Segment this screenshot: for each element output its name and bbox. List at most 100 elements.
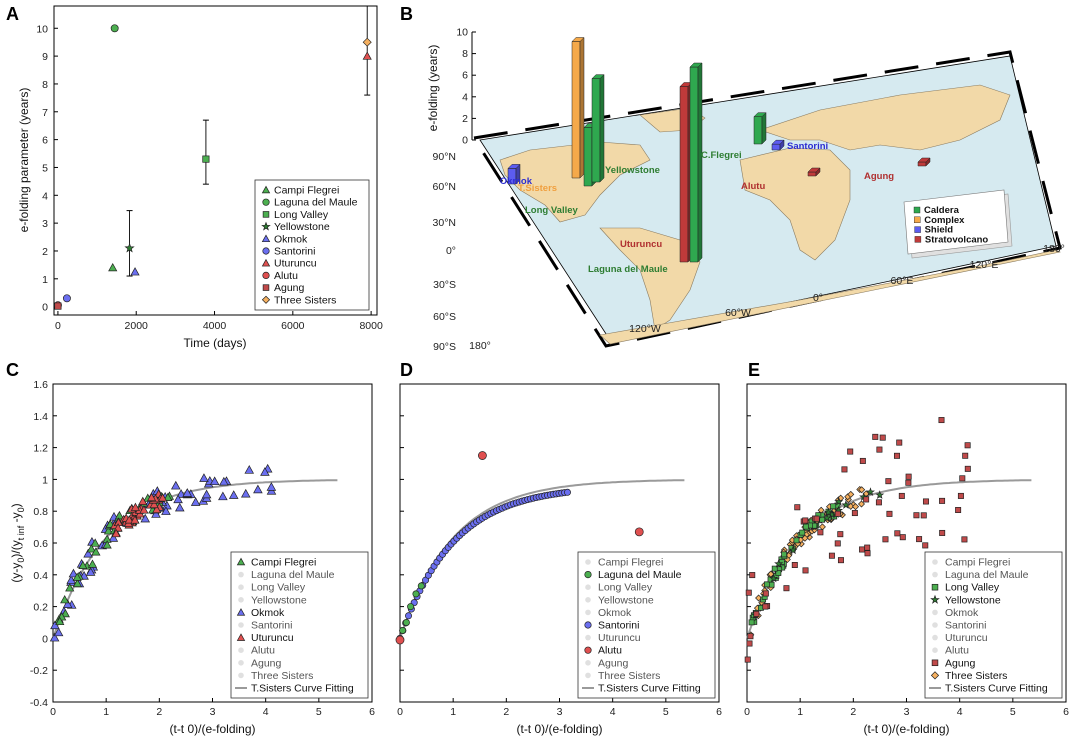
legend-marker [261, 221, 271, 231]
data-point-agung [872, 433, 879, 440]
data-point-okmok [49, 632, 60, 642]
longitude-label: 60°W [725, 307, 751, 319]
data-point-campi-flegrei [78, 560, 88, 569]
legend-marker [238, 660, 244, 666]
bar-uturuncu [679, 81, 693, 263]
legend-label: Campi Flegrei [274, 185, 339, 197]
bar-front [583, 127, 593, 187]
y-tick-label: 6 [42, 135, 48, 147]
legend-marker [930, 671, 940, 680]
data-point-agung [939, 529, 946, 536]
legend-label: Alutu [274, 270, 298, 282]
longitude-label: 180° [1043, 243, 1065, 255]
latitude-label: 90°S [433, 341, 456, 353]
legend-marker [932, 622, 938, 628]
x-tick-label: 2 [850, 706, 856, 718]
x-axis-label: (t-t 0)/(e-folding) [169, 722, 255, 736]
data-point-long-valley [771, 565, 778, 572]
bar-axis-label: e-folding (years) [426, 45, 440, 132]
legend-marker [932, 609, 938, 616]
data-point-okmok [53, 627, 64, 637]
map-label-alutu: Alutu [741, 181, 765, 192]
x-tick-label: 4 [263, 706, 269, 718]
legend-label: Agung [274, 282, 305, 294]
data-point-campi-flegrei [87, 559, 98, 568]
data-point-okmok [161, 506, 171, 515]
y-tick-label: 5 [42, 162, 48, 174]
data-point-campi-flegrei [90, 538, 100, 547]
bar-santorini [771, 139, 785, 151]
legend-marker [236, 608, 246, 616]
legend-marker [584, 646, 592, 654]
legend-label: Alutu [251, 645, 275, 657]
data-point-agung [905, 479, 912, 486]
data-point-agung [744, 656, 751, 663]
legend-marker [261, 258, 271, 267]
data-point-long-valley [802, 523, 809, 530]
data-point-alutu [634, 527, 644, 537]
panel-a-frame [53, 5, 378, 316]
data-point-three-sisters [858, 486, 866, 494]
panel-letter-e: E [748, 360, 760, 380]
data-point-agung [876, 446, 883, 453]
data-point-three-sisters [847, 490, 855, 498]
legend-label: Yellowstone [251, 594, 307, 606]
legend-marker [261, 295, 271, 304]
y-tick-label: 0.2 [33, 602, 48, 614]
x-axis-label: (t-t 0)/(e-folding) [863, 722, 949, 736]
data-point-campi-flegrei [60, 608, 70, 618]
bar-top [807, 167, 821, 173]
bar-okmok [507, 163, 521, 185]
legend-label: Agung [945, 657, 976, 669]
legend-label: Campi Flegrei [945, 557, 1010, 569]
data-point-uturuncu [124, 515, 134, 524]
legend-marker [585, 597, 591, 603]
bar-axis-tick-label: 10 [456, 27, 468, 39]
panel-letter-a: A [6, 4, 19, 24]
data-point-agung [875, 499, 882, 506]
legend-marker [585, 609, 591, 616]
legend-label: Caldera [924, 205, 960, 216]
x-tick-label: 6000 [281, 320, 305, 332]
data-point-agung [745, 589, 752, 596]
data-point-okmok [209, 476, 220, 486]
x-tick-label: 2 [156, 706, 162, 718]
legend-marker [236, 633, 246, 641]
data-point-agung [783, 585, 790, 592]
data-point-okmok [130, 267, 140, 276]
longitude-label: 180° [469, 340, 491, 352]
legend-label: Alutu [598, 645, 622, 657]
y-tick-label: 0 [42, 302, 48, 314]
bar-top [507, 164, 521, 169]
legend-label: Yellowstone [598, 594, 654, 606]
x-tick-label: 1 [797, 706, 803, 718]
legend-marker [584, 571, 592, 579]
data-point-agung [802, 517, 809, 524]
map-label-santorini: Santorini [787, 141, 828, 152]
y-tick-label: 1 [42, 474, 48, 486]
data-point-okmok [253, 484, 263, 494]
data-point-yellowstone [834, 496, 844, 506]
bar-side [579, 36, 585, 179]
legend-label: Santorini [945, 620, 986, 632]
legend-marker [584, 621, 592, 629]
map-label-uturuncu: Uturuncu [620, 239, 662, 250]
data-point-campi-flegrei [163, 492, 173, 501]
data-point-agung [837, 557, 844, 564]
data-point-agung [859, 546, 866, 553]
data-point-okmok [219, 476, 229, 486]
data-point-okmok [151, 509, 161, 518]
legend-label: Santorini [251, 620, 292, 632]
latitude-label: 60°S [433, 311, 456, 323]
legend-marker [932, 634, 938, 641]
y-tick-label: 0.4 [33, 570, 48, 582]
data-point-uturuncu [149, 499, 159, 509]
legend-label: Uturuncu [274, 258, 317, 270]
data-point-alutu [478, 451, 487, 460]
legend-marker [238, 597, 244, 603]
legend-marker [932, 647, 938, 653]
legend-marker [585, 660, 591, 666]
legend-swatch [914, 226, 921, 233]
